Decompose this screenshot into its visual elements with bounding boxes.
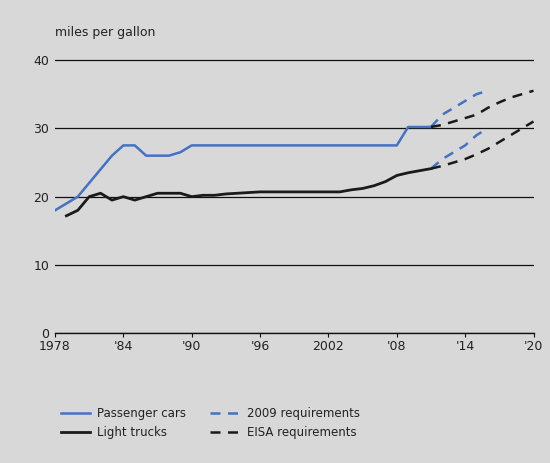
Text: miles per gallon: miles per gallon	[55, 26, 155, 39]
Legend: Passenger cars, Light trucks, 2009 requirements, EISA requirements: Passenger cars, Light trucks, 2009 requi…	[56, 402, 364, 444]
